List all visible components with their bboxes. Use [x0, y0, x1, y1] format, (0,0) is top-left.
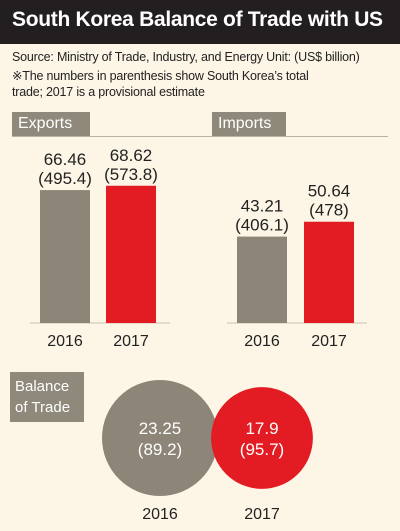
source-note: Source: Ministry of Trade, Industry, and…	[12, 50, 360, 64]
imports-value-label-2017: 50.64	[308, 182, 351, 201]
title-bar: South Korea Balance of Trade with US	[0, 0, 400, 44]
imports-total-label-2017: (478)	[309, 201, 349, 220]
balance-label-line-1: Balance	[15, 378, 70, 395]
exports-total-label-2017: (573.8)	[104, 165, 158, 184]
exports-bar-2016	[40, 190, 90, 323]
section-divider	[12, 136, 388, 137]
imports-bar-2017	[304, 221, 354, 323]
balance-year-label-2017: 2017	[244, 506, 280, 523]
balance-total-label-2017: (95.7)	[240, 440, 284, 459]
exports-value-label-2016: 66.46	[44, 150, 87, 169]
balance-total-label-2016: (89.2)	[138, 440, 182, 459]
imports-year-label-2016: 2016	[244, 333, 280, 350]
balance-value-label-2016: 23.25	[139, 419, 182, 438]
exports-year-label-2017: 2017	[113, 333, 149, 350]
imports-total-label-2016: (406.1)	[235, 216, 289, 235]
exports-value-label-2017: 68.62	[110, 146, 153, 165]
exports-year-label-2016: 2016	[47, 333, 83, 350]
imports-bar-2016	[237, 236, 287, 323]
exports-label: Exports	[12, 112, 90, 136]
balance-circle-2017	[211, 387, 313, 489]
balance-value-label-2017: 17.9	[245, 419, 278, 438]
balance-label-line-2: of Trade	[15, 399, 71, 416]
exports-bar-2017	[106, 185, 156, 323]
balance-year-label-2016: 2016	[142, 506, 178, 523]
footnote-line-2: trade; 2017 is a provisional estimate	[12, 85, 205, 99]
imports-value-label-2016: 43.21	[241, 197, 284, 216]
balance-of-trade-label: Balance of Trade	[10, 372, 84, 422]
chart-title: South Korea Balance of Trade with US	[12, 8, 383, 31]
exports-total-label-2016: (495.4)	[38, 169, 92, 188]
balance-circle-2016	[102, 380, 218, 496]
footnote-line-1: ※The numbers in parenthesis show South K…	[12, 69, 309, 83]
imports-label: Imports	[212, 112, 286, 136]
imports-year-label-2017: 2017	[311, 333, 347, 350]
